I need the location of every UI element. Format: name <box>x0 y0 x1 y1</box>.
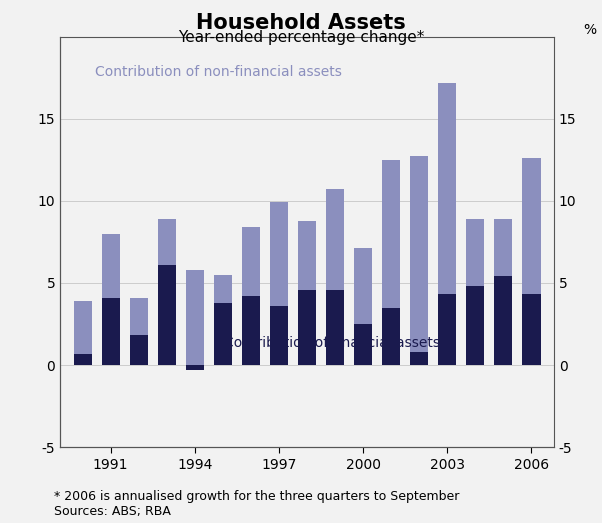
Bar <box>102 298 120 365</box>
Bar <box>270 202 288 306</box>
Bar <box>298 290 316 365</box>
Text: %: % <box>583 22 597 37</box>
Text: Household Assets: Household Assets <box>196 13 406 33</box>
Text: Contribution of non-financial assets: Contribution of non-financial assets <box>95 65 341 79</box>
Bar <box>326 290 344 365</box>
Bar <box>326 189 344 290</box>
Bar <box>129 298 148 335</box>
Bar <box>73 354 92 365</box>
Bar <box>438 294 456 365</box>
Bar <box>102 234 120 298</box>
Bar <box>354 324 372 365</box>
Text: Year-ended percentage change*: Year-ended percentage change* <box>178 30 424 46</box>
Bar <box>242 227 260 296</box>
Bar <box>214 275 232 303</box>
Bar <box>466 219 485 286</box>
Bar <box>523 294 541 365</box>
Bar <box>523 158 541 294</box>
Bar <box>298 221 316 290</box>
Bar <box>185 365 204 370</box>
Bar <box>410 156 429 352</box>
Bar <box>494 219 512 276</box>
Bar <box>410 352 429 365</box>
Bar <box>382 160 400 308</box>
Bar <box>354 248 372 324</box>
Bar <box>185 270 204 365</box>
Bar <box>466 286 485 365</box>
Text: Contribution of financial assets: Contribution of financial assets <box>224 336 439 350</box>
Text: * 2006 is annualised growth for the three quarters to September
Sources: ABS; RB: * 2006 is annualised growth for the thre… <box>54 490 459 518</box>
Bar <box>382 308 400 365</box>
Bar <box>270 306 288 365</box>
Bar <box>494 276 512 365</box>
Bar <box>158 219 176 265</box>
Bar <box>242 296 260 365</box>
Bar <box>129 335 148 365</box>
Bar <box>214 303 232 365</box>
Bar <box>158 265 176 365</box>
Bar <box>73 301 92 354</box>
Bar <box>438 83 456 294</box>
